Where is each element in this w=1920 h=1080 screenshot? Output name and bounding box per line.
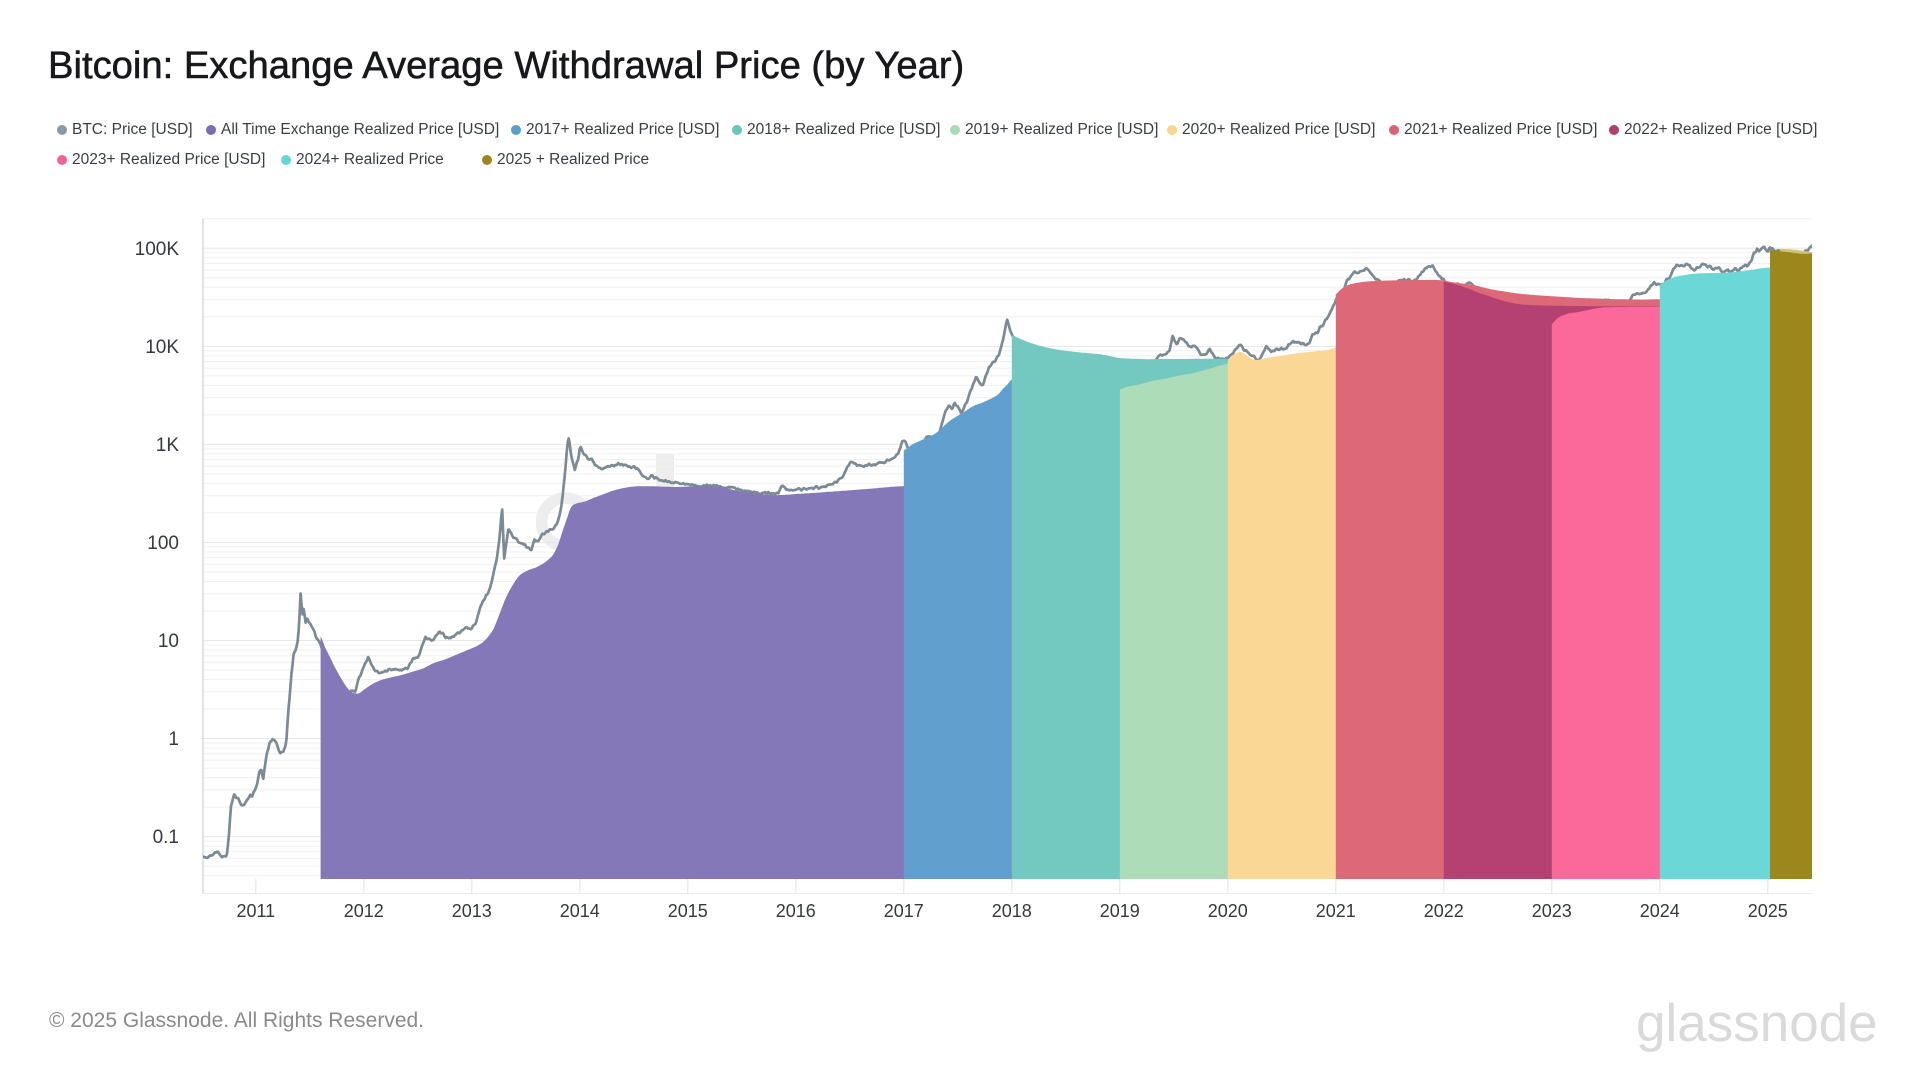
svg-text:2021: 2021 xyxy=(1316,901,1356,921)
svg-text:2015: 2015 xyxy=(668,901,708,921)
svg-text:2020: 2020 xyxy=(1208,901,1248,921)
svg-text:2025: 2025 xyxy=(1748,901,1788,921)
svg-text:2017: 2017 xyxy=(884,901,924,921)
svg-text:2023: 2023 xyxy=(1532,901,1572,921)
svg-text:2016: 2016 xyxy=(776,901,816,921)
svg-text:2012: 2012 xyxy=(344,901,384,921)
svg-text:10K: 10K xyxy=(145,337,179,358)
svg-text:0.1: 0.1 xyxy=(153,827,179,848)
svg-text:2022: 2022 xyxy=(1424,901,1464,921)
svg-text:2018: 2018 xyxy=(992,901,1032,921)
svg-text:1K: 1K xyxy=(156,435,180,456)
svg-text:2024: 2024 xyxy=(1640,901,1680,921)
svg-text:100K: 100K xyxy=(135,239,180,260)
svg-text:10: 10 xyxy=(158,631,179,652)
svg-text:100: 100 xyxy=(147,533,179,554)
svg-text:2013: 2013 xyxy=(452,901,492,921)
svg-text:1: 1 xyxy=(168,729,179,750)
svg-text:2014: 2014 xyxy=(560,901,600,921)
svg-text:2011: 2011 xyxy=(236,901,275,921)
svg-text:2019: 2019 xyxy=(1100,901,1140,921)
